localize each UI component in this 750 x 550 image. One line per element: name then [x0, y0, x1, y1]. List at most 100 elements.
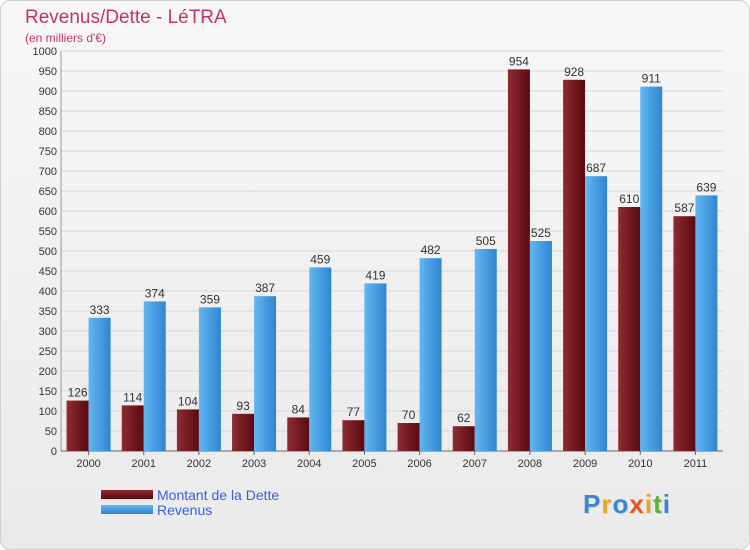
data-label: 911	[642, 72, 661, 86]
legend-label-debt: Montant de la Dette	[157, 486, 280, 503]
logo-letter: o	[612, 489, 630, 519]
bar-debt	[618, 207, 641, 451]
bar-revenue	[474, 249, 497, 451]
y-tick-label: 900	[39, 86, 57, 98]
y-tick-label: 1000	[33, 46, 57, 58]
x-tick-label: 2006	[407, 458, 431, 470]
y-tick-label: 850	[39, 106, 57, 118]
bar-debt	[673, 216, 696, 451]
y-tick-label: 150	[39, 386, 57, 398]
y-tick-label: 700	[39, 166, 57, 178]
x-tick-label: 2011	[684, 458, 708, 470]
y-tick-label: 400	[39, 286, 57, 298]
legend-swatch-debt	[101, 490, 153, 499]
data-label: 587	[674, 201, 694, 215]
x-tick-label: 2008	[518, 458, 542, 470]
data-label: 482	[421, 243, 441, 257]
legend-swatch-revenue	[101, 505, 153, 514]
data-label: 62	[457, 411, 471, 425]
data-label: 505	[476, 234, 496, 248]
bar-debt	[121, 405, 144, 451]
chart-subtitle: (en milliers d'€)	[25, 31, 106, 45]
data-label: 77	[347, 405, 361, 419]
y-tick-label: 350	[39, 306, 57, 318]
bar-revenue	[198, 307, 221, 451]
chart-title: Revenus/Dette - LéTRA	[25, 7, 227, 28]
legend-item-debt: Montant de la Dette	[101, 486, 280, 503]
y-tick-label: 600	[39, 206, 57, 218]
x-tick-label: 2000	[76, 458, 100, 470]
data-label: 114	[123, 390, 142, 404]
bar-debt	[232, 413, 255, 451]
y-tick-label: 300	[39, 326, 57, 338]
bar-debt	[66, 400, 89, 451]
data-label: 459	[310, 252, 330, 266]
data-label: 687	[586, 161, 606, 175]
logo-letter: r	[601, 489, 613, 519]
logo-letter: P	[583, 489, 602, 519]
bar-revenue	[254, 296, 277, 451]
y-tick-label: 450	[39, 266, 57, 278]
bar-revenue	[88, 317, 111, 451]
data-label: 70	[402, 408, 416, 422]
data-label: 525	[531, 226, 551, 240]
bar-revenue	[364, 283, 387, 451]
y-tick-label: 800	[39, 126, 57, 138]
x-tick-label: 2009	[573, 458, 597, 470]
bar-debt	[452, 426, 475, 451]
x-tick-label: 2003	[242, 458, 266, 470]
data-label: 387	[255, 281, 275, 295]
data-label: 126	[68, 386, 88, 400]
y-tick-label: 500	[39, 246, 57, 258]
x-tick-label: 2007	[463, 458, 487, 470]
data-label: 954	[509, 54, 529, 68]
data-label: 359	[200, 292, 220, 306]
legend-item-revenue: Revenus	[101, 501, 279, 518]
legend: Montant de la Dette Revenus	[101, 486, 280, 518]
x-tick-label: 2005	[352, 458, 376, 470]
data-label: 333	[90, 303, 110, 317]
bar-debt	[287, 417, 310, 451]
bar-debt	[397, 423, 420, 451]
y-tick-label: 50	[45, 426, 57, 438]
data-label: 928	[564, 65, 584, 79]
y-tick-label: 950	[39, 66, 57, 78]
x-tick-label: 2001	[132, 458, 156, 470]
y-tick-label: 100	[39, 406, 57, 418]
bar-revenue	[695, 195, 718, 451]
data-label: 93	[236, 399, 250, 413]
bar-debt	[176, 409, 199, 451]
y-tick-label: 650	[39, 186, 57, 198]
y-tick-label: 0	[51, 446, 57, 458]
bar-revenue	[529, 241, 552, 451]
y-tick-label: 550	[39, 226, 57, 238]
bar-debt	[507, 69, 530, 452]
bar-revenue	[309, 267, 332, 451]
x-tick-label: 2002	[187, 458, 211, 470]
proxiti-logo: Proxiti	[583, 489, 671, 520]
data-label: 419	[365, 268, 385, 282]
bar-revenue	[419, 258, 442, 451]
x-tick-label: 2004	[297, 458, 321, 470]
logo-letter: i	[662, 489, 671, 519]
logo-letter: i	[644, 489, 654, 519]
bar-debt	[342, 420, 365, 451]
bar-debt	[563, 79, 586, 452]
bar-revenue	[585, 176, 608, 451]
data-label: 104	[178, 394, 198, 408]
data-label: 84	[292, 402, 306, 416]
bar-revenue	[143, 301, 166, 451]
data-label: 610	[619, 192, 639, 206]
x-tick-label: 2010	[628, 458, 652, 470]
bar-revenue	[640, 86, 663, 451]
y-tick-label: 250	[39, 346, 57, 358]
y-tick-label: 750	[39, 146, 57, 158]
data-label: 374	[145, 286, 165, 300]
logo-letter: x	[629, 489, 645, 519]
data-label: 639	[696, 180, 716, 194]
y-tick-label: 200	[39, 366, 57, 378]
logo-letter: t	[653, 489, 663, 519]
legend-label-revenue: Revenus	[157, 501, 213, 518]
